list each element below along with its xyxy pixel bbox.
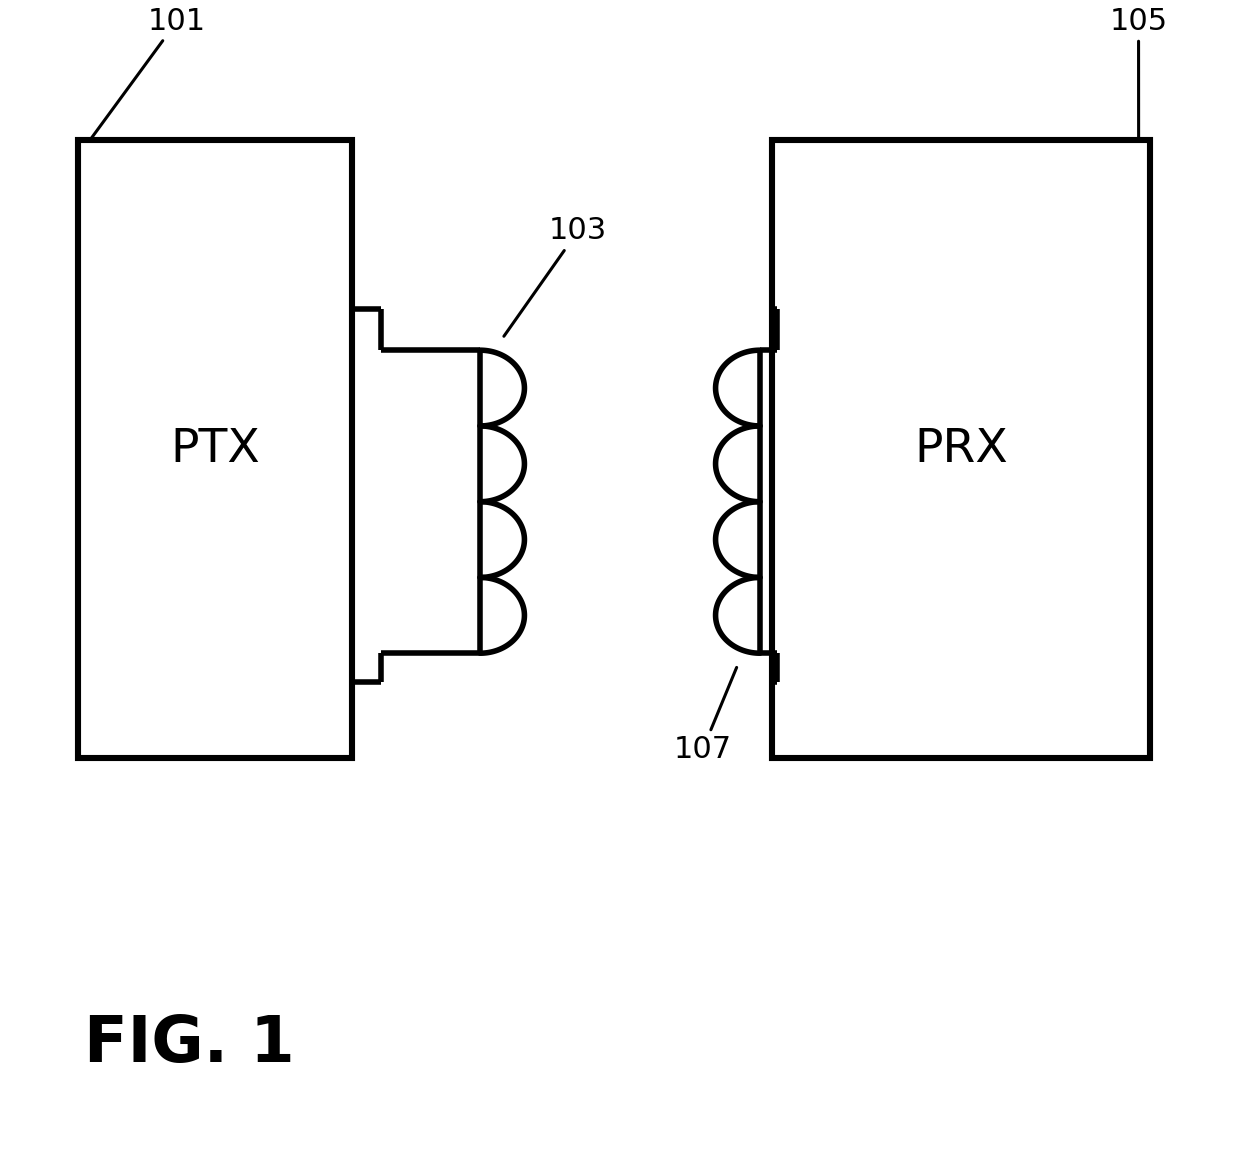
Text: 103: 103 xyxy=(503,217,608,336)
Text: 107: 107 xyxy=(673,667,737,764)
Text: FIG. 1: FIG. 1 xyxy=(84,1012,295,1075)
Text: 105: 105 xyxy=(1110,7,1168,138)
Bar xyxy=(78,140,352,758)
Text: 101: 101 xyxy=(92,7,206,138)
Bar xyxy=(771,140,1151,758)
Text: PTX: PTX xyxy=(170,427,260,472)
Text: PRX: PRX xyxy=(914,427,1008,472)
